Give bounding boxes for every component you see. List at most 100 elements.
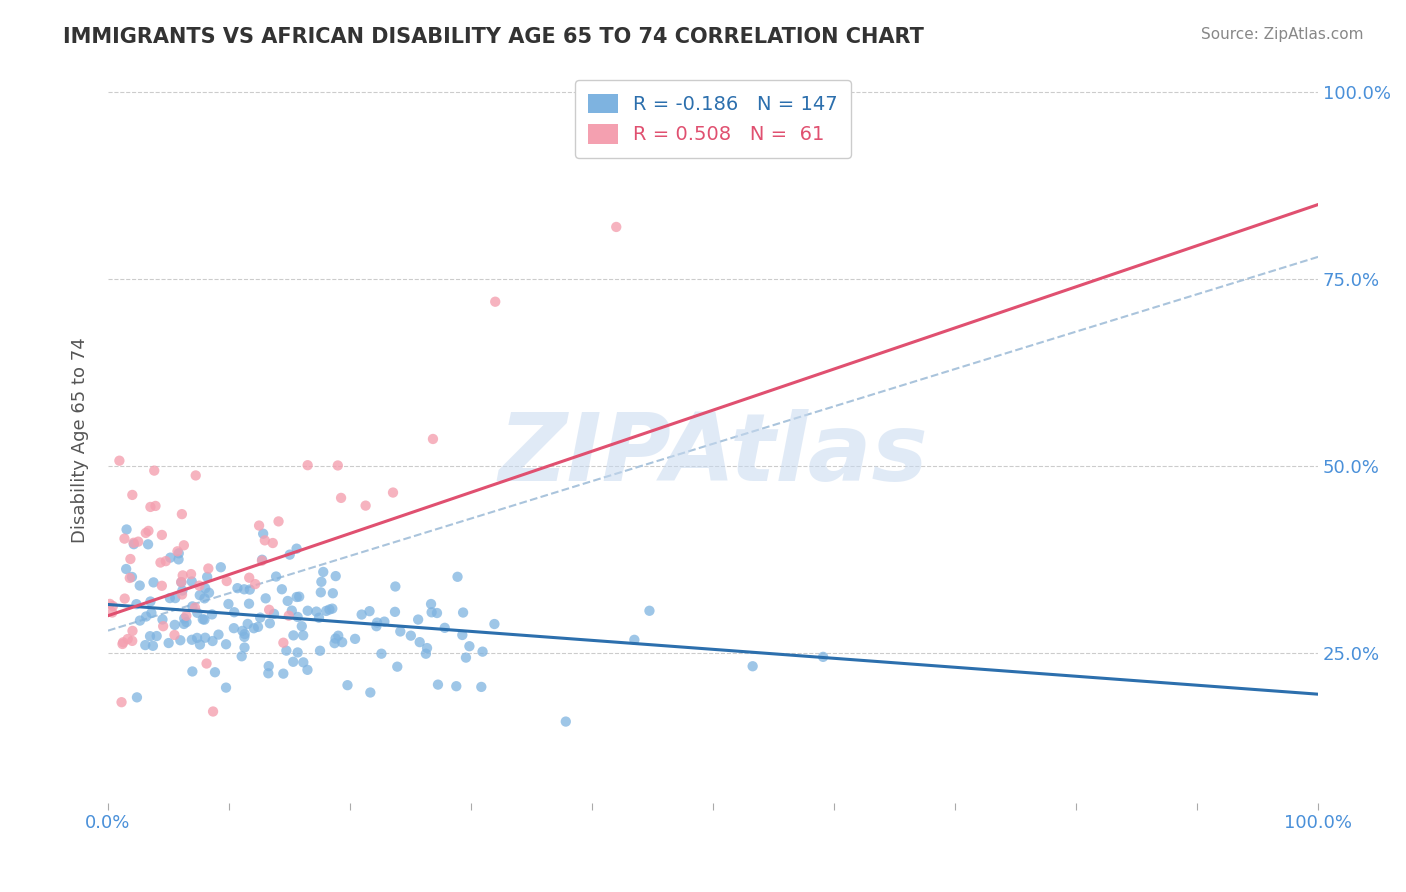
Point <box>188 638 211 652</box>
Point <box>120 552 142 566</box>
Point <box>193 613 215 627</box>
Point <box>285 590 308 604</box>
Point <box>354 499 377 513</box>
Point <box>163 628 186 642</box>
Point <box>254 591 277 606</box>
Point <box>446 570 468 584</box>
Point <box>174 608 197 623</box>
Point <box>204 665 226 680</box>
Point <box>415 647 437 661</box>
Point <box>186 631 208 645</box>
Point <box>170 575 193 590</box>
Point <box>108 453 131 467</box>
Point <box>112 635 135 649</box>
Point <box>165 591 187 605</box>
Point <box>257 603 280 617</box>
Point <box>315 604 337 618</box>
Point <box>458 639 481 653</box>
Point <box>157 636 180 650</box>
Point <box>811 649 834 664</box>
Point <box>373 615 395 629</box>
Point <box>236 616 259 631</box>
Point <box>370 647 392 661</box>
Point <box>149 556 172 570</box>
Point <box>145 629 167 643</box>
Point <box>484 294 506 309</box>
Point <box>276 643 298 657</box>
Point <box>159 591 181 605</box>
Point <box>167 552 190 566</box>
Point <box>323 636 346 650</box>
Point <box>350 607 373 622</box>
Point <box>312 565 335 579</box>
Point <box>318 602 340 616</box>
Point <box>247 620 270 634</box>
Point <box>252 526 274 541</box>
Point <box>159 550 181 565</box>
Point <box>114 591 136 606</box>
Point <box>201 634 224 648</box>
Point <box>136 537 159 551</box>
Point <box>115 523 138 537</box>
Point <box>191 612 214 626</box>
Point <box>328 629 350 643</box>
Point <box>115 562 138 576</box>
Point <box>288 590 311 604</box>
Point <box>231 624 253 638</box>
Point <box>309 585 332 599</box>
Point <box>292 628 315 642</box>
Point <box>297 458 319 473</box>
Point <box>125 690 148 705</box>
Point <box>451 628 474 642</box>
Point <box>142 575 165 590</box>
Point <box>554 714 576 729</box>
Point <box>194 631 217 645</box>
Point <box>193 591 215 606</box>
Point <box>167 546 190 560</box>
Point <box>172 583 194 598</box>
Point <box>238 597 260 611</box>
Point <box>330 491 353 505</box>
Point <box>138 524 160 538</box>
Point <box>250 553 273 567</box>
Point <box>135 525 157 540</box>
Point <box>125 597 148 611</box>
Point <box>250 553 273 567</box>
Point <box>330 635 353 649</box>
Point <box>135 609 157 624</box>
Point <box>278 548 301 562</box>
Point <box>245 577 267 591</box>
Point <box>233 640 256 655</box>
Point <box>121 488 143 502</box>
Point <box>247 518 270 533</box>
Point <box>382 485 405 500</box>
Point <box>399 629 422 643</box>
Point <box>325 632 347 646</box>
Point <box>194 581 217 595</box>
Point <box>181 599 204 614</box>
Point <box>180 567 202 582</box>
Point <box>121 624 143 638</box>
Point <box>433 621 456 635</box>
Point <box>454 650 477 665</box>
Point <box>195 570 218 584</box>
Point <box>273 636 295 650</box>
Point <box>186 606 208 620</box>
Point <box>150 579 173 593</box>
Point <box>484 617 506 632</box>
Point <box>101 606 124 620</box>
Point <box>139 629 162 643</box>
Point <box>277 594 299 608</box>
Point <box>215 637 238 651</box>
Point <box>197 561 219 575</box>
Point <box>143 464 166 478</box>
Point <box>169 633 191 648</box>
Point <box>233 627 256 641</box>
Point <box>420 605 443 619</box>
Point <box>264 569 287 583</box>
Point <box>98 597 121 611</box>
Point <box>188 588 211 602</box>
Point <box>150 528 173 542</box>
Point <box>238 571 260 585</box>
Point <box>321 601 343 615</box>
